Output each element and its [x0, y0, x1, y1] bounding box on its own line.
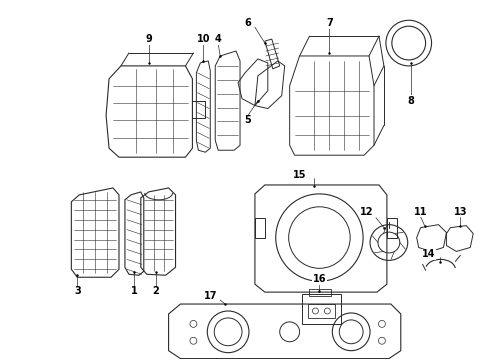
Text: 11: 11: [414, 207, 427, 217]
Text: 13: 13: [454, 207, 467, 217]
Text: 12: 12: [360, 207, 374, 217]
Text: 6: 6: [245, 18, 251, 28]
Bar: [310, 289, 331, 296]
Text: 17: 17: [203, 291, 217, 301]
Bar: [301, 294, 341, 324]
Text: 8: 8: [407, 96, 414, 105]
Text: 10: 10: [196, 34, 210, 44]
Text: 14: 14: [422, 249, 435, 260]
Text: 15: 15: [293, 170, 306, 180]
Text: 7: 7: [326, 18, 333, 28]
Text: 5: 5: [245, 116, 251, 126]
Text: 1: 1: [130, 286, 137, 296]
Text: 3: 3: [74, 286, 81, 296]
Text: 2: 2: [152, 286, 159, 296]
Text: 16: 16: [313, 274, 326, 284]
Text: 9: 9: [146, 34, 152, 44]
Text: 4: 4: [215, 34, 221, 44]
Bar: [308, 304, 335, 318]
